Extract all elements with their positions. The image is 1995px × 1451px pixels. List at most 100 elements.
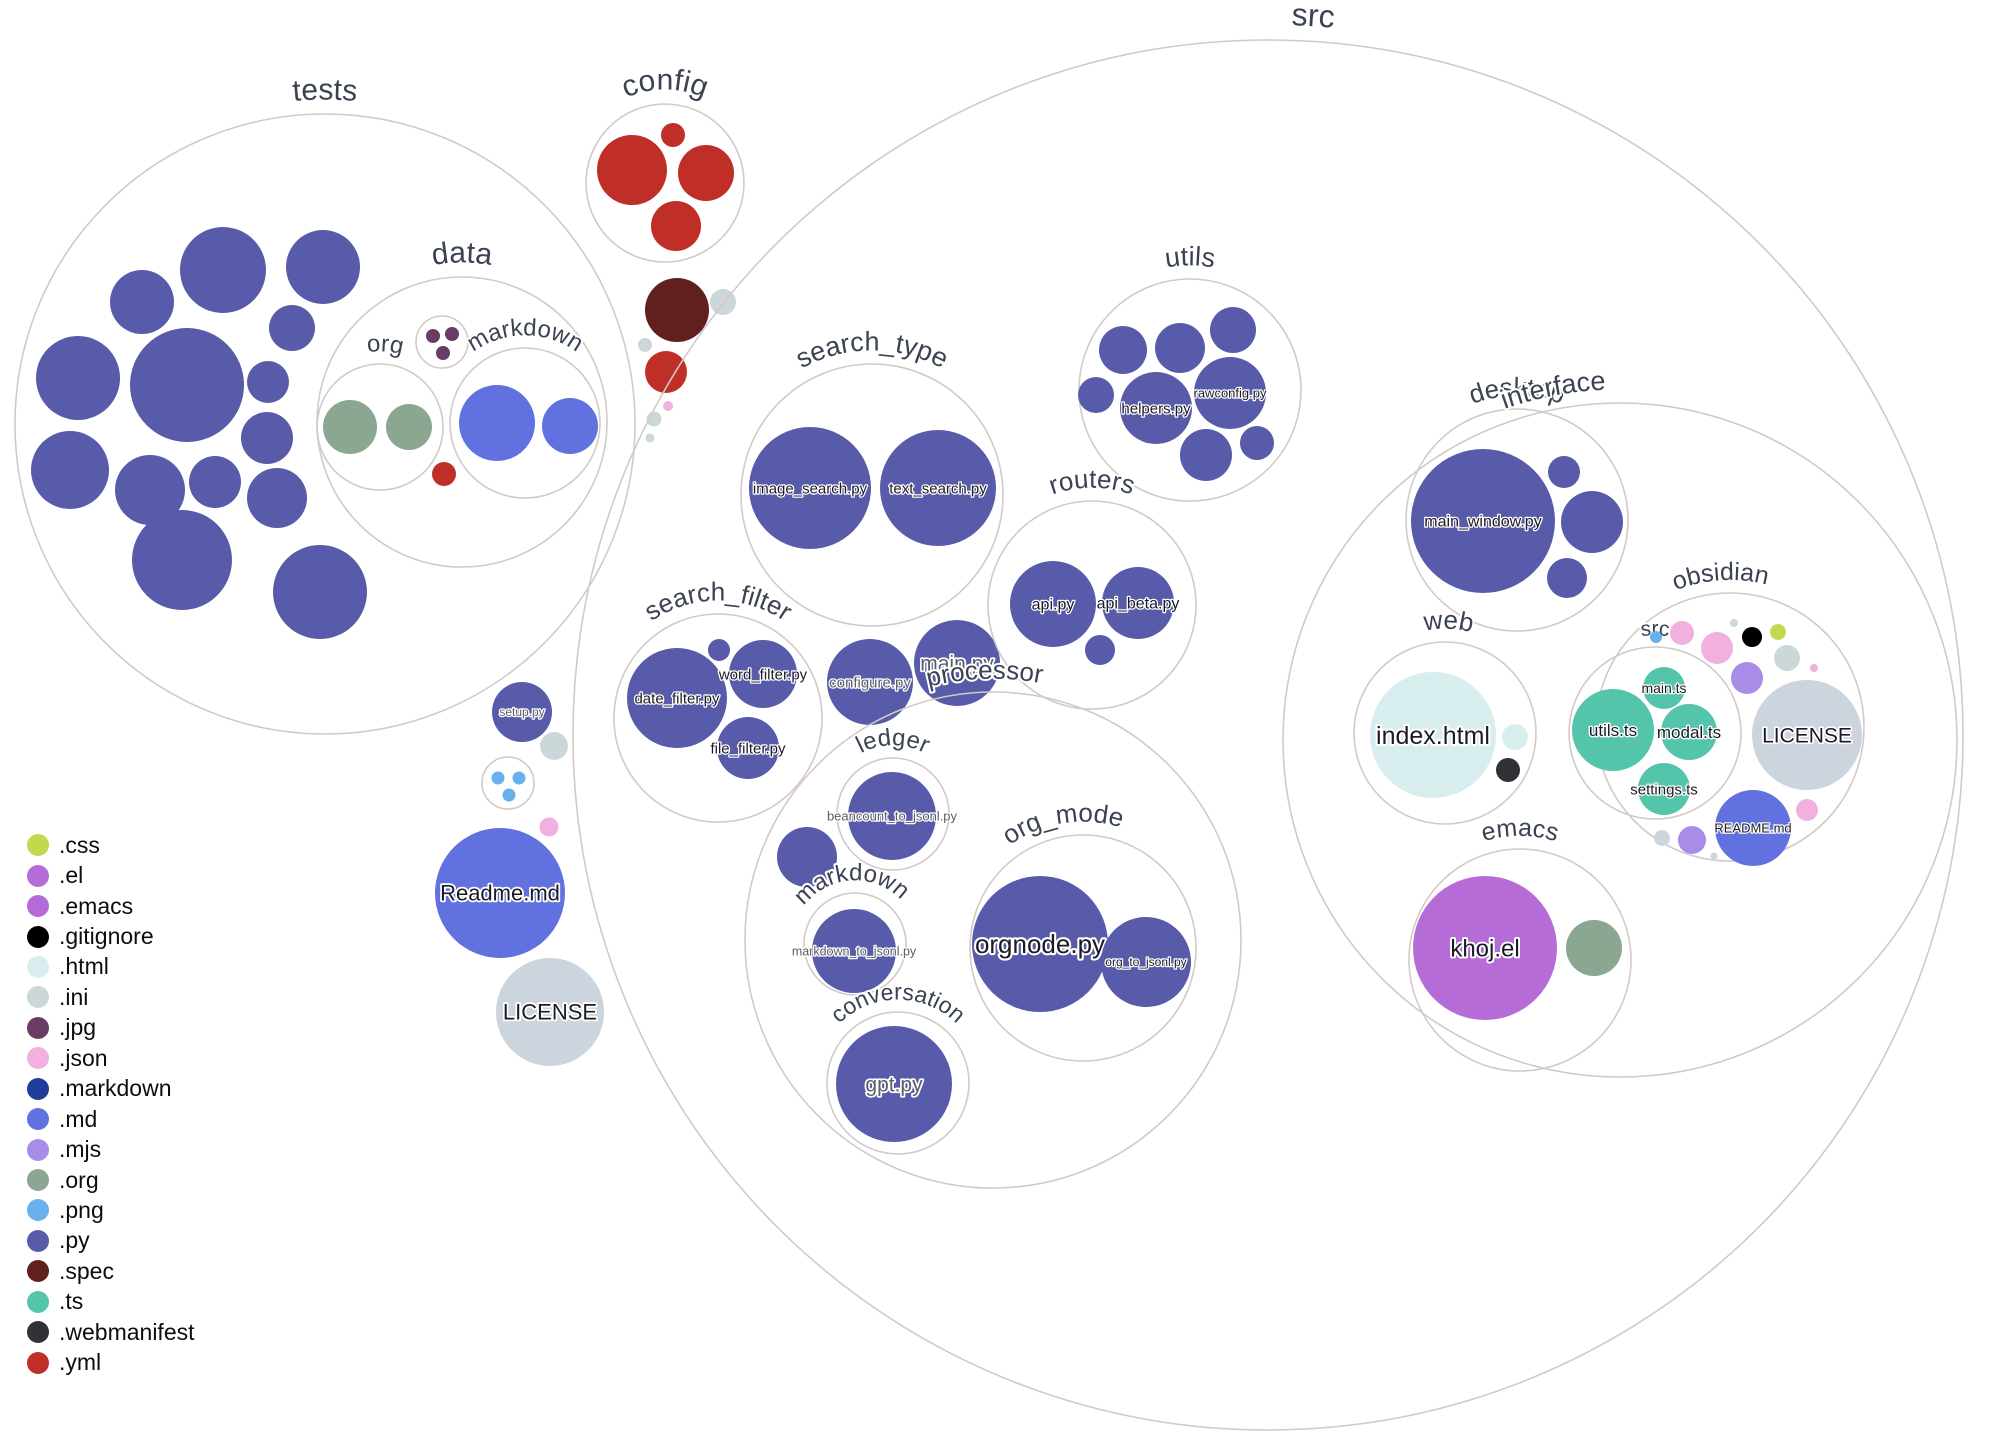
- legend-item-mjs: .mjs: [27, 1134, 195, 1164]
- file-circle-org-file: [1566, 920, 1622, 976]
- file-circle-py-file: [708, 639, 730, 661]
- file-label-text_search.py: text_search.py: [889, 480, 987, 497]
- legend-label-gitignore: .gitignore: [59, 923, 154, 950]
- legend-item-ini: .ini: [27, 982, 195, 1012]
- file-circle-html-file: [1502, 724, 1528, 750]
- file-label-helpers.py: helpers.py: [1121, 400, 1191, 417]
- file-circle-json-file: [1670, 621, 1694, 645]
- legend-swatch-spec: [27, 1260, 49, 1283]
- folder-circle-emacs: [1408, 848, 1632, 1072]
- file-circle-orgnode.py: [972, 876, 1108, 1012]
- legend-item-org: .org: [27, 1165, 195, 1195]
- legend-swatch-mjs: [27, 1138, 49, 1161]
- legend-label-markdown: .markdown: [59, 1075, 172, 1102]
- file-label-main.ts: main.ts: [1641, 680, 1686, 696]
- file-label-gpt.py: gpt.py: [865, 1073, 923, 1096]
- file-circle-spec-file: [645, 278, 709, 342]
- file-label-modal.ts: modal.ts: [1657, 723, 1721, 742]
- legend-swatch-gitignore: [27, 925, 49, 948]
- folder-circle-src: [1568, 646, 1742, 820]
- legend-item-py: .py: [27, 1226, 195, 1256]
- file-circle-jpg-file: [445, 327, 459, 341]
- file-label-word_filter.py: word_filter.py: [718, 666, 808, 683]
- file-circle-mjs-file: [1731, 662, 1763, 694]
- folder-circle-ledger: [836, 757, 950, 871]
- file-circle-json-file: [1701, 632, 1733, 664]
- file-label-orgnode.py: orgnode.py: [975, 929, 1105, 959]
- legend-swatch-html: [27, 955, 49, 978]
- file-circle-word_filter.py: [729, 640, 797, 708]
- legend-item-el: .el: [27, 860, 195, 890]
- folder-label-org: org: [366, 330, 406, 360]
- file-label-beancount_to_jsonl.py: beancount_to_jsonl.py: [827, 809, 958, 824]
- file-circle-md-file: [542, 398, 598, 454]
- file-circle-yml-file: [597, 135, 667, 205]
- file-circle-Readme.md: [435, 828, 565, 958]
- folder-label-routers: routers: [1045, 464, 1139, 501]
- file-label-Readme.md: Readme.md: [440, 881, 560, 906]
- file-label-markdown_to_jsonl.py: markdown_to_jsonl.py: [792, 944, 917, 958]
- file-label-image_search.py: image_search.py: [753, 480, 868, 497]
- file-circle-ini-file: [540, 732, 568, 760]
- file-circle-py-file: [1561, 491, 1623, 553]
- file-circle-LICENSE: [1752, 680, 1862, 790]
- file-circle-py-file: [1155, 323, 1205, 373]
- folder-label-search_filter: search_filter: [639, 577, 798, 627]
- file-circle-py-file: [115, 455, 185, 525]
- file-circle-jpg-file: [426, 329, 440, 343]
- folder-circle-src: [572, 39, 1964, 1431]
- legend-swatch-org: [27, 1169, 49, 1192]
- file-circle-org_to_jsonl.py: [1101, 917, 1191, 1007]
- folder-label-org_mode: org_mode: [997, 797, 1128, 850]
- folder-label-search_type: search_type: [791, 326, 953, 374]
- folder-circle-tests: [14, 113, 636, 735]
- file-label-README.md: README.md: [1714, 821, 1791, 836]
- file-circle-webmanifest-file: [1496, 758, 1520, 782]
- legend-swatch-md: [27, 1108, 49, 1131]
- file-circle-json-file: [1810, 664, 1818, 672]
- file-circle-json-file: [539, 817, 559, 837]
- file-label-configure.py: configure.py: [829, 674, 911, 691]
- file-circle-py-file: [110, 270, 174, 334]
- legend-swatch-yml: [27, 1351, 49, 1374]
- legend-label-el: .el: [59, 862, 84, 889]
- file-circle-index.html: [1370, 672, 1496, 798]
- legend-label-css: .css: [59, 831, 100, 858]
- legend-item-png: .png: [27, 1195, 195, 1225]
- file-circle-py-file: [1180, 429, 1232, 481]
- folder-label-obsidian: obsidian: [1668, 558, 1771, 596]
- legend-item-webmanifest: .webmanifest: [27, 1317, 195, 1347]
- legend-item-ts: .ts: [27, 1287, 195, 1317]
- folder-circle-jpg-folder: [415, 315, 469, 369]
- file-circle-png-file: [1650, 631, 1662, 643]
- file-circle-main.ts: [1643, 667, 1685, 709]
- folder-label-tests: tests: [291, 73, 358, 108]
- file-label-rawconfig.py: rawconfig.py: [1194, 386, 1267, 401]
- file-circle-khoj.el: [1413, 876, 1557, 1020]
- file-circle-py-file: [273, 545, 367, 639]
- file-label-api_beta.py: api_beta.py: [1097, 596, 1180, 613]
- file-circle-markdown_to_jsonl.py: [812, 909, 896, 993]
- file-circle-ini-file: [1774, 645, 1800, 671]
- file-circle-py-file: [31, 431, 109, 509]
- folder-circle-interface: [1282, 402, 1958, 1078]
- file-label-org_to_jsonl.py: org_to_jsonl.py: [1105, 955, 1186, 969]
- file-label-khoj.el: khoj.el: [1450, 935, 1519, 962]
- file-circle-yml-file: [645, 351, 687, 393]
- file-circle-ini-file: [638, 338, 652, 352]
- legend-swatch-webmanifest: [27, 1321, 49, 1344]
- file-circle-py-file: [1548, 456, 1580, 488]
- file-circle-py-file: [189, 456, 241, 508]
- file-label-utils.ts: utils.ts: [1589, 721, 1637, 740]
- file-circle-json-file: [663, 401, 673, 411]
- folder-label-ledger: ledger: [852, 724, 934, 759]
- file-circle-py-file: [1240, 426, 1274, 460]
- file-circle-py-file: [180, 227, 266, 313]
- file-circle-py-file: [1547, 558, 1587, 598]
- file-label-file_filter.py: file_filter.py: [710, 740, 786, 757]
- file-circle-image_search.py: [749, 427, 871, 549]
- legend-item-css: .css: [27, 830, 195, 860]
- folder-circle-search_type: [740, 363, 1004, 627]
